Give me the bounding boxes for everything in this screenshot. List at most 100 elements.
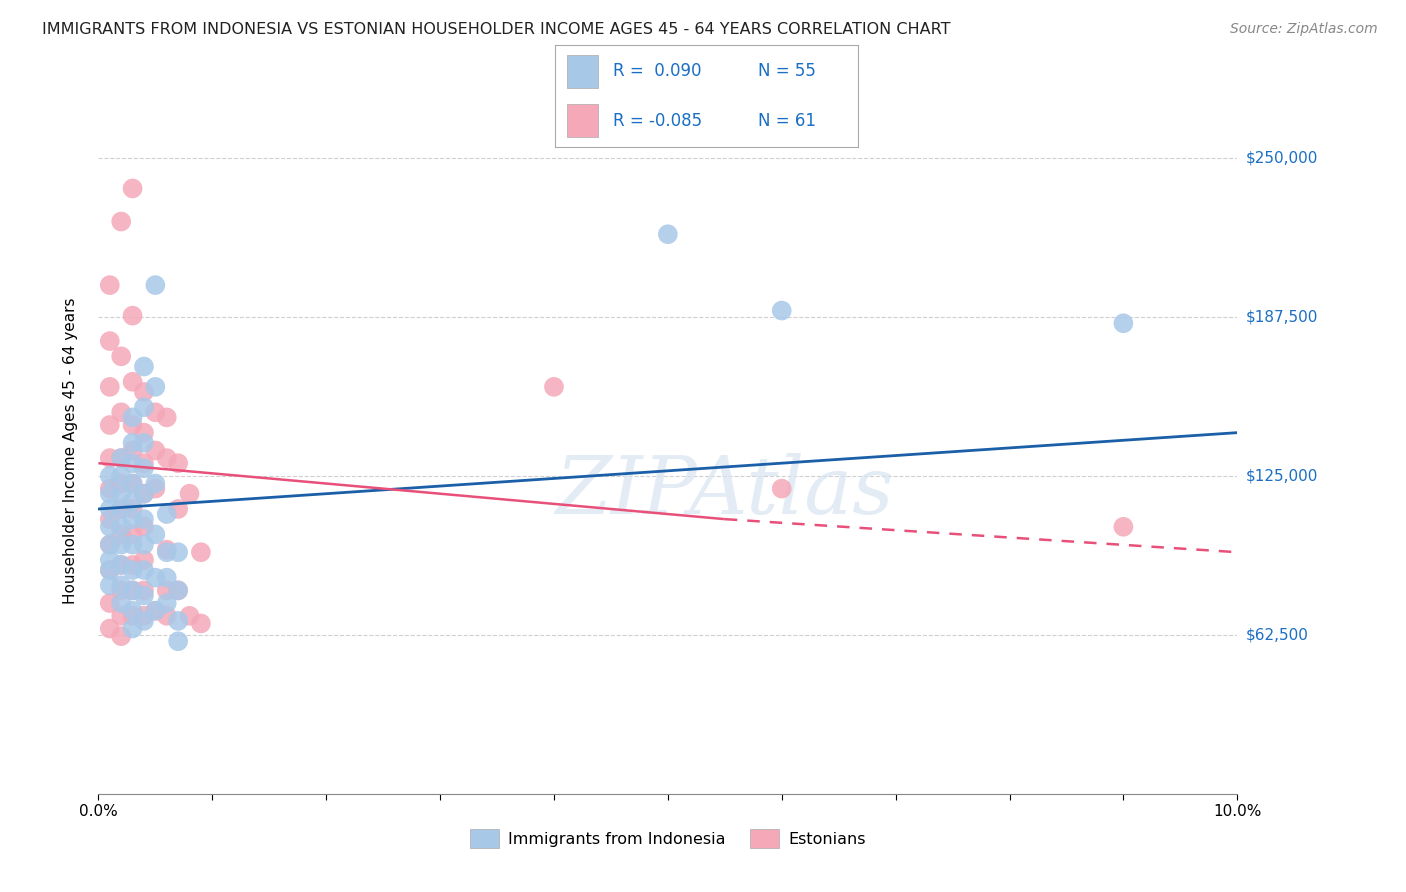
- Point: [121, 558, 143, 572]
- Point: [110, 583, 132, 598]
- Point: [98, 334, 121, 348]
- Point: [121, 443, 143, 458]
- Text: Source: ZipAtlas.com: Source: ZipAtlas.com: [1230, 22, 1378, 37]
- Point: [132, 512, 155, 526]
- Point: [110, 527, 132, 541]
- Point: [132, 384, 155, 399]
- Point: [156, 608, 179, 623]
- Point: [543, 380, 565, 394]
- Text: $62,500: $62,500: [1246, 627, 1309, 642]
- Point: [121, 417, 143, 432]
- Point: [156, 410, 179, 425]
- Point: [156, 596, 179, 610]
- Point: [145, 278, 167, 293]
- Text: N = 61: N = 61: [758, 112, 815, 129]
- Point: [121, 563, 143, 577]
- Point: [121, 410, 143, 425]
- Point: [190, 545, 212, 559]
- Point: [98, 417, 121, 432]
- Point: [98, 451, 121, 466]
- Point: [110, 502, 132, 516]
- Point: [132, 614, 155, 628]
- Point: [110, 502, 132, 516]
- Point: [132, 486, 155, 500]
- Point: [167, 583, 190, 598]
- Point: [145, 405, 167, 419]
- Point: [110, 486, 132, 500]
- FancyBboxPatch shape: [568, 104, 598, 137]
- Point: [132, 425, 155, 440]
- Point: [156, 542, 179, 557]
- Point: [1112, 316, 1135, 330]
- Point: [121, 583, 143, 598]
- Point: [121, 181, 143, 195]
- Point: [121, 435, 143, 450]
- Point: [145, 443, 167, 458]
- Point: [110, 578, 132, 592]
- Point: [98, 469, 121, 483]
- Point: [156, 545, 179, 559]
- Point: [110, 629, 132, 643]
- Point: [98, 538, 121, 552]
- Point: [132, 456, 155, 470]
- Point: [98, 578, 121, 592]
- Point: [98, 553, 121, 567]
- Point: [132, 461, 155, 475]
- Point: [145, 604, 167, 618]
- Point: [110, 214, 132, 228]
- Point: [132, 553, 155, 567]
- Point: [110, 538, 132, 552]
- Point: [98, 482, 121, 496]
- Point: [110, 596, 132, 610]
- Point: [190, 616, 212, 631]
- Point: [110, 405, 132, 419]
- Point: [179, 608, 201, 623]
- Point: [121, 502, 143, 516]
- Point: [132, 520, 155, 534]
- Point: [98, 622, 121, 636]
- FancyBboxPatch shape: [568, 55, 598, 87]
- Point: [121, 608, 143, 623]
- Point: [121, 527, 143, 541]
- Point: [110, 451, 132, 466]
- Point: [121, 512, 143, 526]
- Point: [121, 538, 143, 552]
- Point: [98, 538, 121, 552]
- Point: [98, 486, 121, 500]
- Point: [156, 451, 179, 466]
- Text: ZIPAtlas: ZIPAtlas: [555, 453, 894, 531]
- Point: [121, 583, 143, 598]
- Point: [98, 380, 121, 394]
- Text: $250,000: $250,000: [1246, 151, 1317, 165]
- Point: [132, 563, 155, 577]
- Text: N = 55: N = 55: [758, 62, 815, 80]
- Text: R = -0.085: R = -0.085: [613, 112, 702, 129]
- Point: [770, 482, 793, 496]
- Point: [98, 520, 121, 534]
- Point: [156, 507, 179, 521]
- Point: [132, 589, 155, 603]
- Text: R =  0.090: R = 0.090: [613, 62, 702, 80]
- Point: [167, 634, 190, 648]
- Point: [1112, 520, 1135, 534]
- Text: $125,000: $125,000: [1246, 468, 1317, 483]
- Point: [110, 469, 132, 483]
- Point: [132, 608, 155, 623]
- Text: $187,500: $187,500: [1246, 310, 1317, 325]
- Point: [121, 375, 143, 389]
- Legend: Immigrants from Indonesia, Estonians: Immigrants from Indonesia, Estonians: [464, 822, 872, 855]
- Point: [132, 435, 155, 450]
- Point: [657, 227, 679, 242]
- Point: [132, 583, 155, 598]
- Point: [110, 451, 132, 466]
- Point: [156, 571, 179, 585]
- Point: [110, 349, 132, 363]
- Point: [156, 583, 179, 598]
- Point: [770, 303, 793, 318]
- Point: [98, 278, 121, 293]
- Point: [121, 456, 143, 470]
- Point: [121, 604, 143, 618]
- Point: [98, 563, 121, 577]
- Point: [110, 520, 132, 534]
- Point: [132, 401, 155, 415]
